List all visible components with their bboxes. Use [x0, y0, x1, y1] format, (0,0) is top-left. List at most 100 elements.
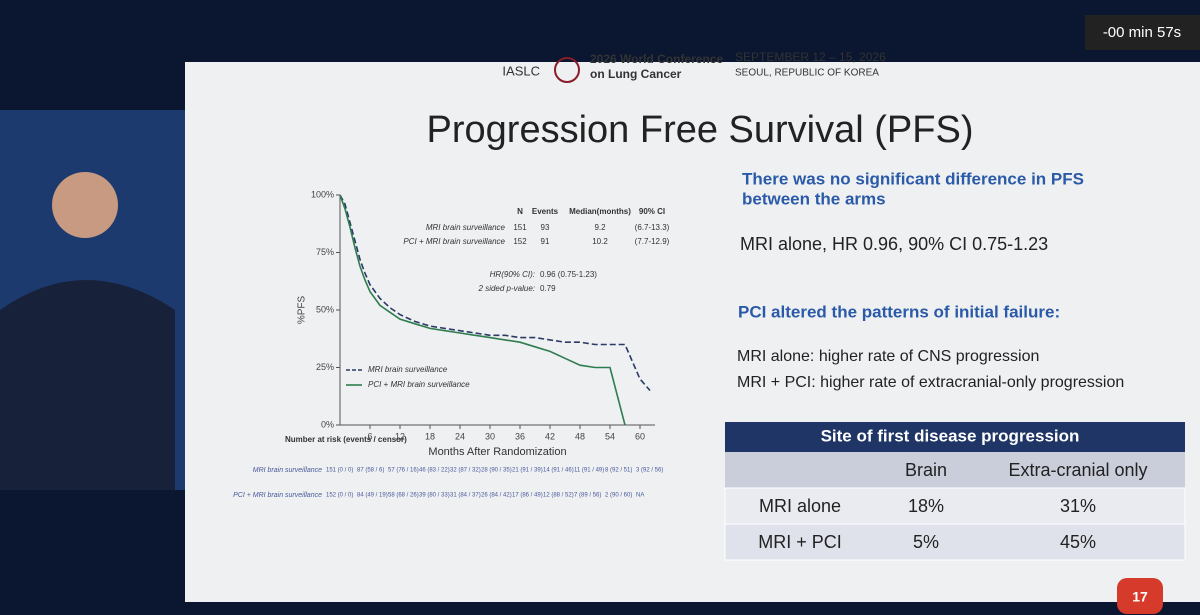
x-tick-label: 30: [485, 431, 495, 441]
speaker-body: [0, 280, 175, 490]
y-axis-label: %PFS: [297, 296, 308, 325]
conference-line: on Lung Cancer: [590, 67, 682, 81]
y-tick-label: 75%: [316, 247, 334, 257]
legend-label: MRI brain surveillance: [368, 365, 448, 374]
pattern-line: MRI alone: higher rate of CNS progressio…: [737, 348, 1039, 365]
stats-cell: (7.7-12.9): [635, 237, 670, 246]
stats-header: N: [517, 207, 523, 216]
timer-box: [1085, 15, 1200, 50]
hr-value: 0.96 (0.75-1.23): [540, 270, 597, 279]
at-risk-count: 31 (84 / 37): [450, 493, 481, 499]
table-row: [724, 487, 1186, 525]
stats-cell: 93: [541, 223, 550, 232]
km-curve: [339, 194, 626, 426]
slide-title: Progression Free Survival (PFS): [427, 109, 974, 151]
table-header: Extra-cranial only: [1008, 460, 1147, 480]
table-row: [724, 523, 1186, 561]
at-risk-count: NA: [636, 493, 644, 499]
at-risk-count: 14 (91 / 46): [543, 468, 574, 474]
hr-label: HR(90% CI):: [490, 270, 535, 279]
table-cell: 5%: [913, 532, 939, 552]
timer: -00 min 57s: [1103, 24, 1181, 41]
findings: There was no significant difference in P…: [724, 169, 1186, 561]
stats-header: Events: [532, 207, 559, 216]
stats-header: Median(months): [569, 207, 631, 216]
at-risk-count: 17 (86 / 49): [512, 493, 543, 499]
stats-row-label: PCI + MRI brain surveillance: [403, 237, 505, 246]
legend-label: PCI + MRI brain surveillance: [368, 380, 470, 389]
p-label: 2 sided p-value:: [478, 284, 535, 293]
stats-header: 90% CI: [639, 207, 665, 216]
stats-cell: 9.2: [594, 223, 606, 232]
x-axis-label: Months After Randomization: [428, 446, 566, 458]
at-risk-name: PCI + MRI brain surveillance: [233, 492, 322, 499]
stats-cell: 152: [513, 237, 527, 246]
x-tick-label: 6: [367, 431, 372, 441]
table-title: Site of first disease progression: [821, 426, 1080, 445]
at-risk-count: 57 (76 / 16): [388, 468, 419, 474]
table-header: Brain: [905, 460, 947, 480]
x-tick-label: 36: [515, 431, 525, 441]
km-curve: [339, 194, 651, 392]
y-tick-label: 25%: [316, 362, 334, 372]
at-risk-count: 87 (58 / 6): [357, 468, 384, 474]
y-tick-label: 50%: [316, 304, 334, 314]
logo: [554, 57, 580, 83]
x-tick-label: 48: [575, 431, 585, 441]
location: SEOUL, REPUBLIC OF KOREA: [735, 68, 879, 79]
at-risk-count: 26 (84 / 42): [481, 493, 512, 499]
at-risk-count: 21 (91 / 39): [512, 468, 543, 474]
stats-cell: (6.7-13.3): [635, 223, 670, 232]
at-risk-count: 46 (83 / 22): [419, 468, 450, 474]
at-risk-count: 58 (68 / 26): [388, 493, 419, 499]
km-chart: 0% 25% 50% 75% 100% 6 12 18 24 30 36 42 48 54 60 %PFS Mo…: [233, 189, 670, 498]
at-risk-count: 2 (90 / 60): [605, 493, 632, 499]
x-tick-label: 60: [635, 431, 645, 441]
at-risk-count: 39 (80 / 33): [419, 493, 450, 499]
at-risk-count: 12 (88 / 52): [543, 493, 574, 499]
dates: SEPTEMBER 12 – 15, 2026: [735, 50, 886, 64]
at-risk-count: 84 (49 / 19): [357, 493, 388, 499]
table-cell: 31%: [1060, 496, 1096, 516]
at-risk-count: 28 (90 / 35): [481, 468, 512, 474]
table-cell: 45%: [1060, 532, 1096, 552]
table-cell: MRI + PCI: [758, 532, 842, 552]
x-tick-label: 42: [545, 431, 555, 441]
table-header-row: [725, 452, 1185, 488]
page-number: 17: [1132, 589, 1148, 605]
stats-cell: 91: [541, 237, 550, 246]
speaker-head: [52, 172, 118, 238]
at-risk-count: 151 (0 / 0): [326, 468, 353, 474]
at-risk-count: 152 (0 / 0): [326, 493, 353, 499]
x-tick-label: 24: [455, 431, 465, 441]
conference-line: 2026 World Conference: [590, 52, 723, 66]
at-risk-count: 32 (87 / 32): [450, 468, 481, 474]
pattern-line: MRI + PCI: higher rate of extracranial-o…: [737, 374, 1124, 391]
at-risk-count: 11 (91 / 49): [574, 468, 604, 474]
findings-heading: between the arms: [742, 189, 886, 208]
p-value: 0.79: [540, 284, 556, 293]
table-title-bar: [725, 422, 1185, 452]
at-risk-count: 3 (92 / 56): [636, 468, 663, 474]
stats-cell: 10.2: [592, 237, 608, 246]
patterns-heading: PCI altered the patterns of initial fail…: [738, 302, 1060, 321]
y-tick-label: 0%: [321, 419, 334, 429]
table-cell: MRI alone: [759, 496, 841, 516]
stats-row-label: MRI brain surveillance: [426, 223, 506, 232]
page-badge: [1117, 578, 1163, 614]
at-risk-title: Number at risk (events / censor): [285, 435, 407, 444]
society: IASLC: [502, 63, 540, 78]
at-risk-count: 7 (89 / 56): [574, 493, 601, 499]
at-risk-count: 8 (92 / 51): [605, 468, 632, 474]
stats-cell: 151: [513, 223, 527, 232]
hr-line: MRI alone, HR 0.96, 90% CI 0.75-1.23: [740, 234, 1048, 254]
y-tick-label: 100%: [311, 189, 334, 199]
at-risk-name: MRI brain surveillance: [253, 467, 322, 474]
x-tick-label: 18: [425, 431, 435, 441]
findings-heading: There was no significant difference in P…: [742, 169, 1084, 188]
x-tick-label: 12: [395, 431, 405, 441]
x-tick-label: 54: [605, 431, 615, 441]
table-cell: 18%: [908, 496, 944, 516]
